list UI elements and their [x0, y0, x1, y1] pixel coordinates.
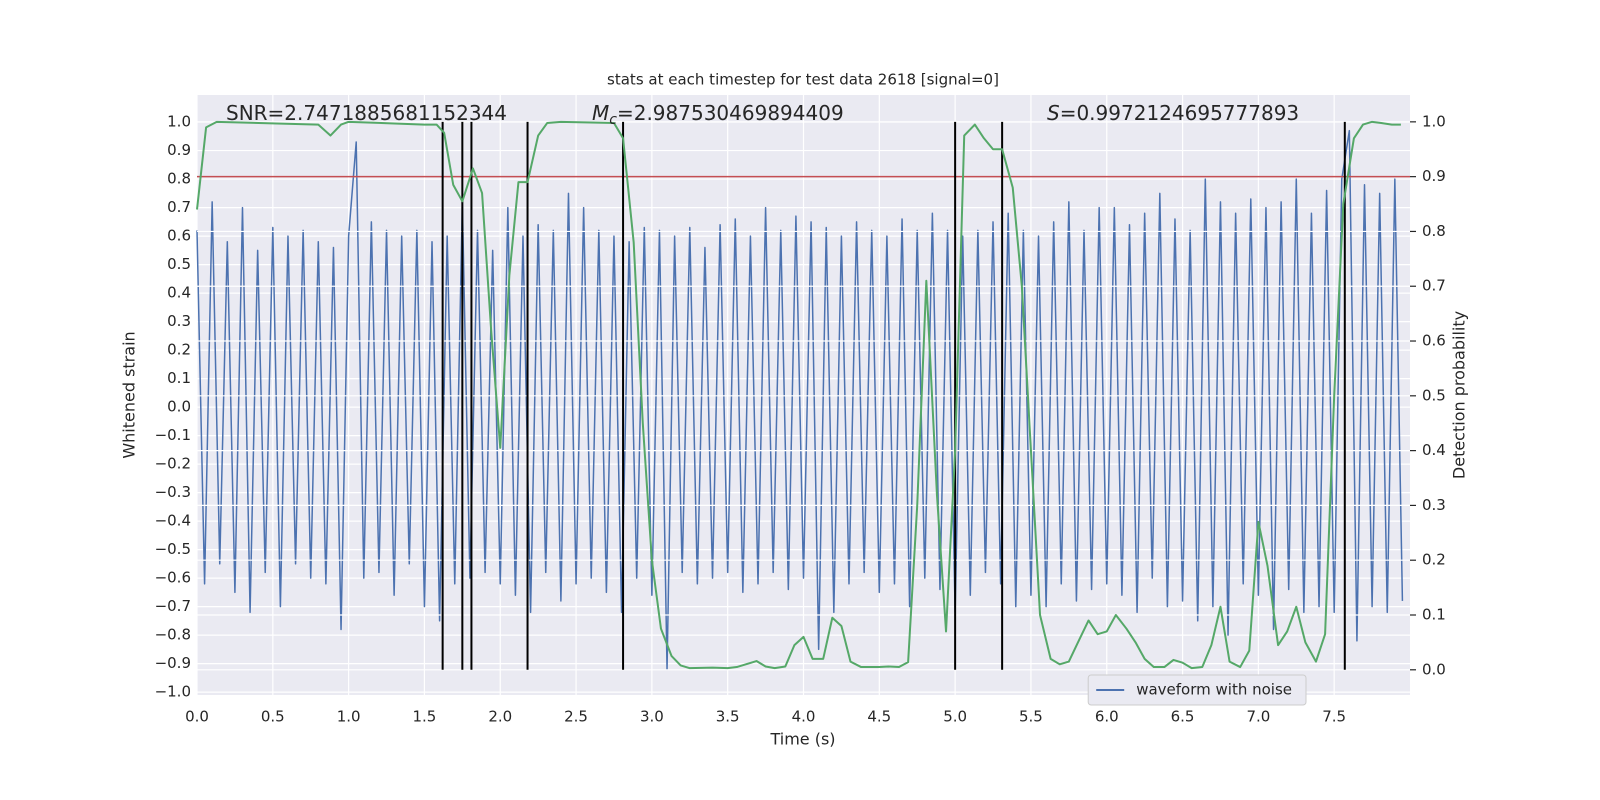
y-tick-label: 0.5	[167, 255, 191, 273]
waveform-line	[196, 129, 1404, 671]
y2-tick-label: 0.9	[1422, 167, 1446, 185]
y2-tick-label: 0.5	[1422, 386, 1446, 404]
x-tick-label: 6.5	[1171, 708, 1195, 726]
annotation: SNR=2.7471885681152344	[226, 101, 507, 125]
y-tick-label: 0.3	[167, 312, 191, 330]
y2-tick-label: 0.0	[1422, 660, 1446, 678]
y2-tick-label: 0.6	[1422, 332, 1446, 350]
y-tick-label: 0.8	[167, 170, 191, 188]
x-axis-label: Time (s)	[769, 730, 835, 749]
x-tick-label: 7.5	[1322, 708, 1346, 726]
chart-title: stats at each timestep for test data 261…	[607, 71, 999, 89]
y2-tick-label: 0.4	[1422, 441, 1446, 459]
y-tick-label: 0.7	[167, 198, 191, 216]
x-tick-label: 2.5	[564, 708, 588, 726]
annotation-subscript: c	[609, 112, 617, 128]
x-tick-label: 7.0	[1246, 708, 1270, 726]
y-tick-label: −0.9	[155, 654, 191, 672]
annotation: Mc=2.987530469894409	[592, 101, 844, 129]
x-tick-label: 3.0	[640, 708, 664, 726]
x-tick-label: 5.0	[943, 708, 967, 726]
x-tick-label: 1.5	[413, 708, 437, 726]
x-tick-label: 4.5	[867, 708, 891, 726]
x-tick-label: 3.5	[716, 708, 740, 726]
y-tick-label: −0.7	[155, 597, 191, 615]
y-tick-label: 0.4	[167, 284, 191, 302]
y2-tick-label: 0.3	[1422, 496, 1446, 514]
legend-box	[1087, 674, 1307, 706]
y-tick-label: 0.6	[167, 227, 191, 245]
annotation-symbol: S	[1047, 101, 1060, 125]
y-tick-label: 0.2	[167, 341, 191, 359]
y-tick-label: 0.9	[167, 141, 191, 159]
y2-tick-label: 0.2	[1422, 551, 1446, 569]
y2-tick-label: 1.0	[1422, 112, 1446, 130]
legend-label: waveform with noise	[1136, 681, 1292, 699]
y2-tick-label: 0.8	[1422, 222, 1446, 240]
x-tick-label: 6.0	[1095, 708, 1119, 726]
y2-axis-label: Detection probability	[1450, 311, 1469, 479]
y2-tick-label: 0.1	[1422, 606, 1446, 624]
x-tick-label: 0.5	[261, 708, 285, 726]
y-tick-label: −0.8	[155, 626, 191, 644]
annotation-text: =0.9972124695777893	[1060, 101, 1299, 125]
y-tick-label: 0.1	[167, 369, 191, 387]
y-tick-label: −0.1	[155, 426, 191, 444]
legend: waveform with noise	[1087, 674, 1307, 706]
y-tick-label: −1.0	[155, 683, 191, 701]
y2-tick-label: 0.7	[1422, 277, 1446, 295]
annotation-symbol: M	[592, 101, 609, 125]
y-tick-label: −0.3	[155, 483, 191, 501]
y-tick-label: −0.6	[155, 569, 191, 587]
y-tick-label: −0.4	[155, 512, 191, 530]
annotation-text: SNR=2.7471885681152344	[226, 101, 507, 125]
y-tick-label: 1.0	[167, 113, 191, 131]
x-tick-label: 2.0	[488, 708, 512, 726]
x-tick-label: 1.0	[337, 708, 361, 726]
x-tick-label: 5.5	[1019, 708, 1043, 726]
probability-line	[196, 120, 1401, 670]
y-axis-label: Whitened strain	[120, 331, 139, 458]
y-tick-label: −0.5	[155, 540, 191, 558]
annotation-text: =2.987530469894409	[617, 101, 844, 125]
y-tick-label: 0.0	[167, 398, 191, 416]
y-tick-label: −0.2	[155, 455, 191, 473]
annotation: S=0.9972124695777893	[1047, 101, 1299, 125]
x-tick-label: 0.0	[185, 708, 209, 726]
x-tick-label: 4.0	[792, 708, 816, 726]
